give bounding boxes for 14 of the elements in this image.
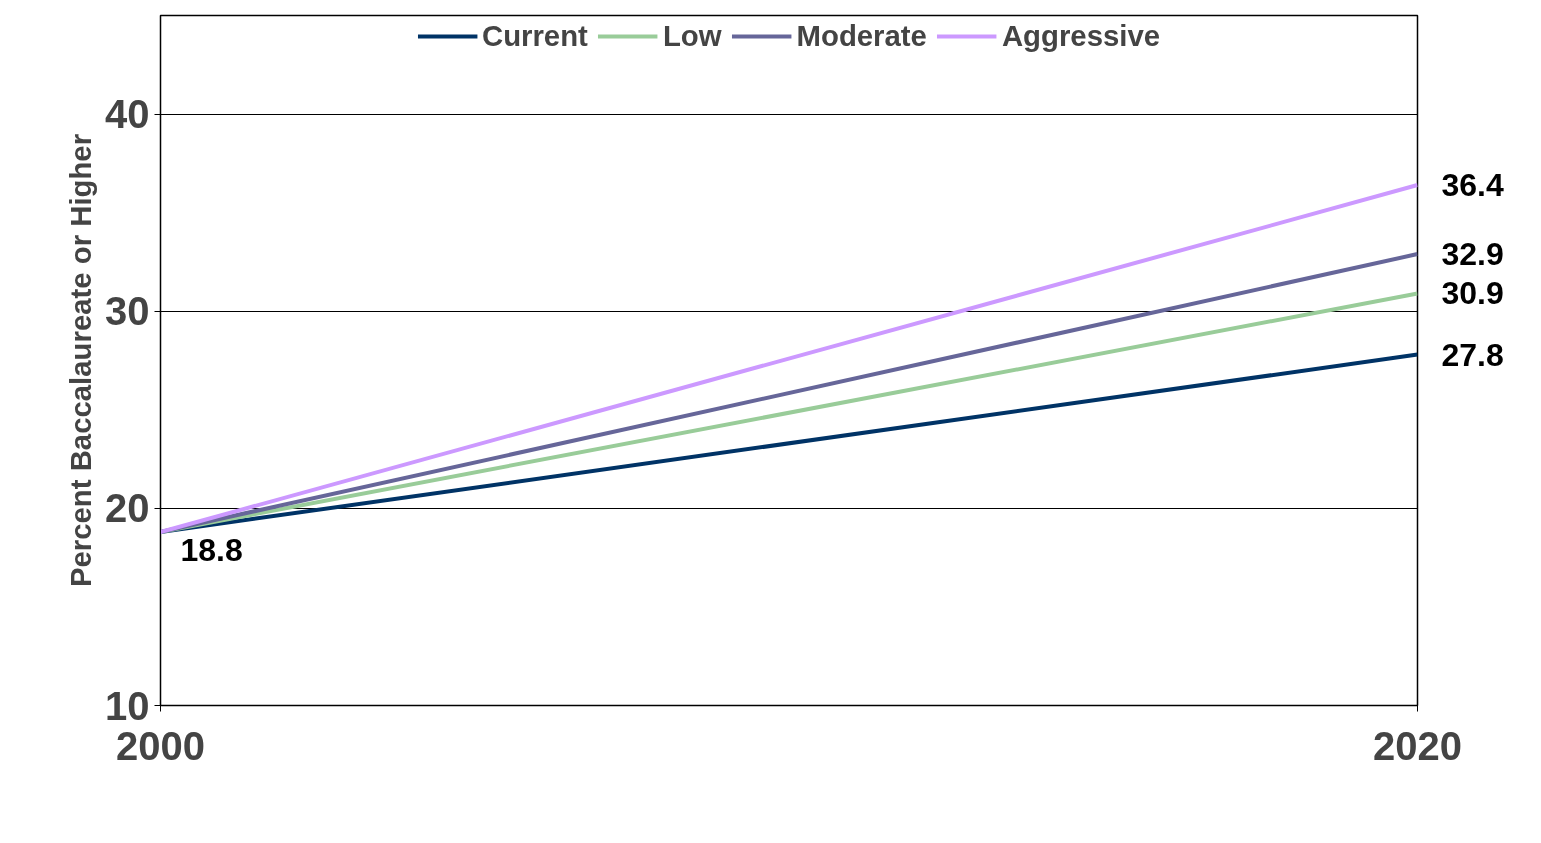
legend-label: Low bbox=[662, 19, 722, 53]
data-label: 36.4 bbox=[1441, 167, 1504, 204]
y-tick-label: 40 bbox=[105, 92, 150, 137]
y-tick-label: 20 bbox=[105, 486, 150, 531]
y-axis-title: Percent Baccalaureate or Higher bbox=[64, 133, 98, 588]
legend-label: Moderate bbox=[796, 19, 927, 53]
data-label: 30.9 bbox=[1441, 275, 1504, 312]
data-label: 27.8 bbox=[1441, 336, 1504, 373]
x-tick-label: 2020 bbox=[1373, 723, 1462, 768]
y-tick-label: 30 bbox=[105, 289, 150, 334]
legend-label: Aggressive bbox=[1001, 19, 1161, 53]
data-label: 32.9 bbox=[1441, 236, 1504, 273]
legend-label: Current bbox=[481, 19, 588, 53]
data-label: 18.8 bbox=[180, 532, 243, 569]
